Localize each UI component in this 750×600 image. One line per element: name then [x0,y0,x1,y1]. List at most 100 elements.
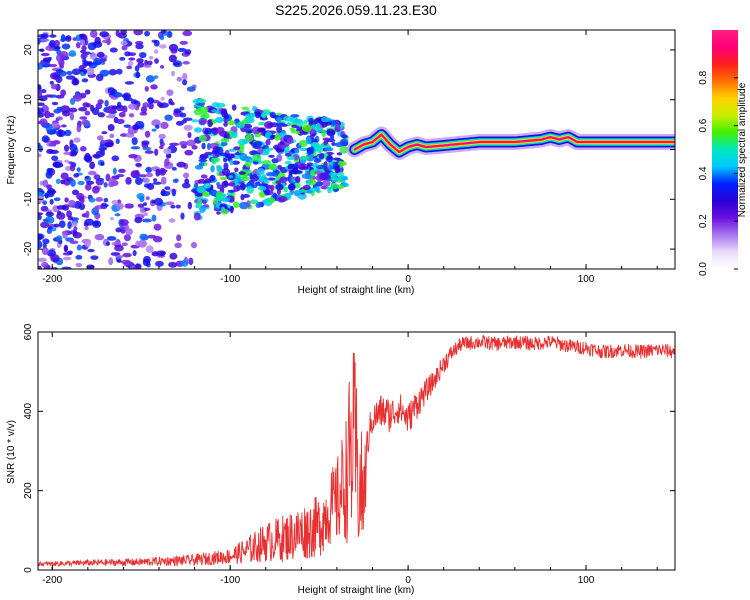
spectrogram-cell [47,226,53,230]
spectrogram-cell [42,62,51,66]
spectrogram-cell [179,40,188,45]
spectrogram-cell [135,240,141,247]
spectrogram-cell [159,141,165,147]
spectrogram-cell [82,58,87,64]
colorbar-gradient [712,30,738,269]
spectrogram-cell [315,185,320,193]
spectrogram-cell [154,197,164,206]
spectrogram-cell [61,43,71,50]
y-tick-label: 20 [23,44,34,56]
spectrogram-cell [144,86,149,92]
spectrogram-cell [90,255,99,260]
spectrogram-cell [172,178,179,183]
spectrogram-cell [108,257,114,266]
spectrogram-cell [139,174,148,178]
spectrogram-cell [68,50,77,57]
x-tick-label: 0 [405,575,411,586]
spectrogram-cell [85,210,90,219]
spectrogram-cell [135,177,143,186]
spectrogram-cell [201,142,206,150]
spectrogram-cell [123,234,131,242]
spectrogram-cell [111,105,118,110]
spectrogram-cell [187,201,193,210]
spectrogram-cell [121,242,128,247]
spectrogram-cell [204,178,211,185]
spectrogram-cell [320,116,330,123]
spectrogram-cell [118,168,126,174]
spectrogram-cell [73,226,78,231]
spectrogram-cell [269,111,276,117]
spectrogram-cell [64,197,69,203]
spectrogram-cell [166,30,173,38]
spectrogram-cell [55,94,65,99]
spectrogram-cell [154,58,159,64]
spectrogram-cell [99,148,105,155]
spectrogram-cell [186,139,196,147]
spectrogram-cell [182,172,190,179]
spectrogram-cell [190,241,198,249]
spectrogram-cell [147,60,153,66]
spectrogram-cell [94,233,105,241]
spectrogram-cell [171,166,177,171]
spectrogram-cell [171,70,176,77]
spectrogram-cell [247,130,253,134]
spectrogram-cell [53,45,61,50]
spectrogram-cell [76,192,85,200]
spectrogram-cell [100,161,105,166]
spectrogram-cell [224,153,235,159]
spectrogram-cell [124,81,135,85]
spectrogram-ridge [346,126,675,160]
spectrogram-cell [327,186,332,194]
spectrogram-cell [160,30,166,34]
spectrogram-cell [296,120,304,127]
spectrogram-cell [327,164,333,171]
snr-y-label: SNR (10 * v/v) [6,420,17,484]
spectrogram-cell [127,60,134,67]
snr-frame [37,331,676,571]
spectrogram-cell [50,254,60,263]
spectrogram-cell [331,141,336,147]
spectrogram-cell [141,218,152,223]
spectrogram-cell [160,121,169,130]
spectrogram-cell [249,199,259,205]
spectrogram-cell [91,186,100,194]
spectrogram-cell [79,146,87,152]
spectrogram-cell [306,147,312,156]
spectrogram-cell [180,259,189,267]
spectrogram-cell [194,164,204,170]
spectrogram-cell [44,216,55,224]
spectrogram-cell [196,186,205,194]
spectrogram-cell [229,181,236,187]
spectrogram-cell [114,244,124,252]
spectrogram-cell [308,118,314,124]
spectrogram-cell [240,193,245,201]
spectrogram-cell [71,189,80,196]
spectrogram-cell [327,118,332,122]
spectrogram-cell [204,151,214,156]
spectrogram-cell [51,101,59,106]
spectrogram-cell [271,171,279,177]
spectrogram-cell [82,102,90,108]
spectrogram-cell [305,153,315,162]
spectrogram-cell [176,161,186,168]
spectrogram-cell [89,161,96,170]
spectrogram-cell [42,179,49,188]
spectrogram-cell [302,184,311,191]
spectrogram-cell [111,199,119,205]
spectrogram-cell [295,130,301,135]
spectrogram-cell [75,34,81,42]
spectrogram-cell [256,127,266,133]
spectrogram-cell [156,101,163,107]
spectrogram-cell [305,136,312,145]
spectrogram-cell [43,58,52,63]
spectrogram-cell [210,165,215,173]
spectrogram-cell [150,84,158,90]
spectrogram-cell [60,89,67,97]
spectrogram-cell [211,109,217,113]
spectrogram-cell [301,124,312,133]
spectrogram-cell [144,30,150,37]
spectrogram-cell [128,57,136,61]
spectrogram-cell [321,121,328,128]
spectrogram-cell [330,183,340,190]
spectrogram-cell [128,154,138,159]
